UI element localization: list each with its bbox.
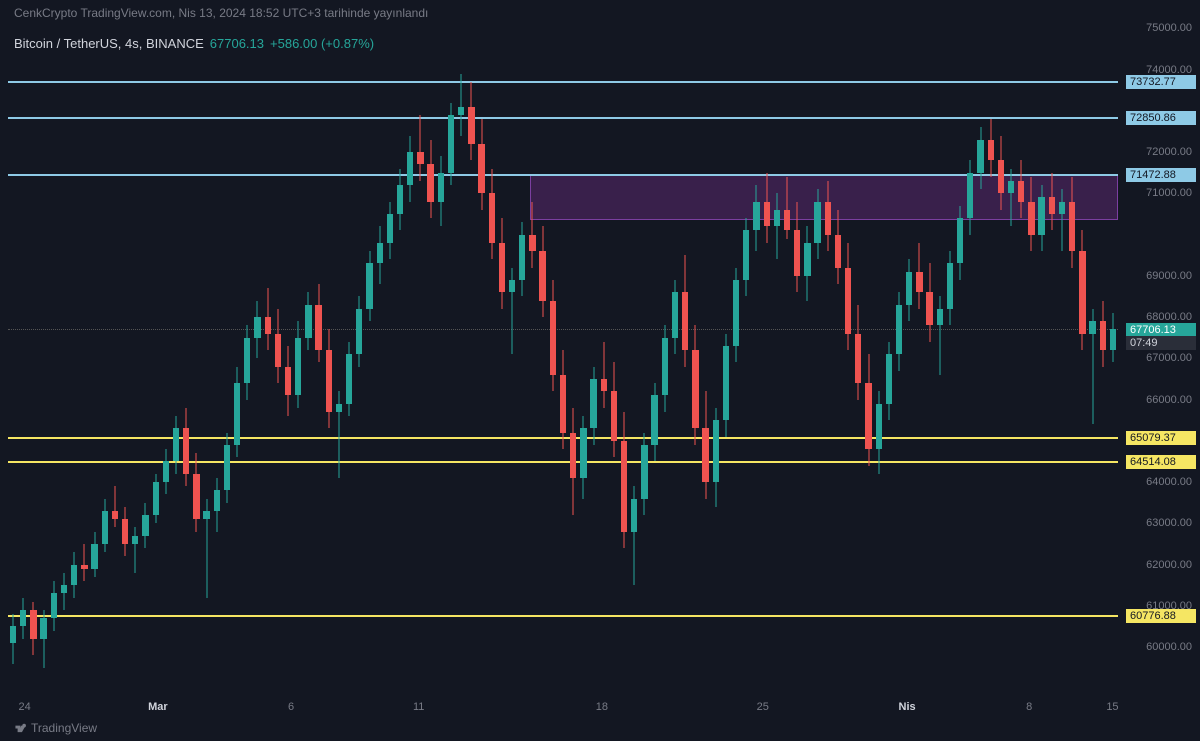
- y-tick: 67000.00: [1146, 352, 1192, 364]
- y-tick: 64000.00: [1146, 476, 1192, 488]
- y-tick: 69000.00: [1146, 270, 1192, 282]
- horizontal-line[interactable]: 73732.77: [8, 81, 1118, 83]
- y-tick: 62000.00: [1146, 559, 1192, 571]
- horizontal-line[interactable]: 72850.86: [8, 117, 1118, 119]
- x-tick: Nis: [899, 701, 916, 713]
- x-tick: 6: [288, 701, 294, 713]
- footer: TradingView: [14, 721, 97, 735]
- horizontal-line[interactable]: 71472.88: [8, 174, 1118, 176]
- y-tick: 66000.00: [1146, 394, 1192, 406]
- candlestick-chart[interactable]: 73732.7772850.8671472.8865079.3764514.08…: [8, 20, 1118, 700]
- x-tick: 11: [413, 701, 424, 713]
- y-tick: 61000.00: [1146, 600, 1192, 612]
- x-tick: 18: [596, 701, 608, 713]
- tradingview-logo-icon: [14, 722, 27, 735]
- y-tick: 72000.00: [1146, 146, 1192, 158]
- y-tick: 74000.00: [1146, 64, 1192, 76]
- y-tick: 68000.00: [1146, 311, 1192, 323]
- x-tick: 24: [19, 701, 31, 713]
- time-axis: 24 Mar 6 11 18 25 Nis 8 15: [8, 701, 1118, 719]
- publish-header: CenkCrypto TradingView.com, Nis 13, 2024…: [14, 6, 428, 20]
- current-price-line: 67706.1307:49: [8, 329, 1118, 330]
- x-tick: Mar: [148, 701, 168, 713]
- y-tick: 71000.00: [1146, 187, 1192, 199]
- y-tick: 63000.00: [1146, 517, 1192, 529]
- x-tick: 15: [1106, 701, 1118, 713]
- price-axis: 75000.00 74000.00 72000.00 71000.00 69000.00…: [1122, 20, 1200, 700]
- y-tick: 75000.00: [1146, 22, 1192, 34]
- horizontal-line[interactable]: 60776.88: [8, 615, 1118, 617]
- x-tick: 8: [1026, 701, 1032, 713]
- y-tick: 60000.00: [1146, 641, 1192, 653]
- footer-brand: TradingView: [31, 721, 97, 735]
- publish-text: CenkCrypto TradingView.com, Nis 13, 2024…: [14, 6, 428, 20]
- x-tick: 25: [757, 701, 769, 713]
